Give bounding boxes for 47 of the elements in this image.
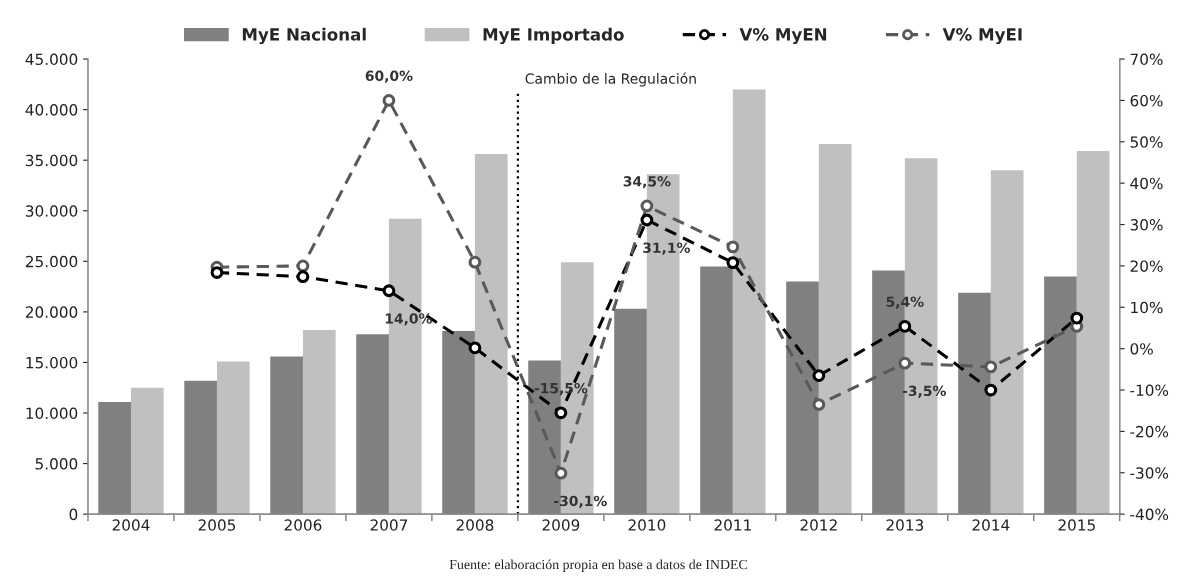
- y-tick-label: 45.000: [25, 53, 78, 66]
- x-tick-label: 2009: [542, 519, 580, 531]
- source-note: Fuente: elaboración propia en base a datos de INDEC: [449, 559, 747, 573]
- x-tick-label: 2013: [886, 519, 924, 531]
- x-tick-label: 2012: [800, 519, 837, 531]
- y2-tick-label: 0%: [1130, 343, 1153, 355]
- x-tick-label: 2006: [284, 519, 322, 531]
- data-label: 34,5%: [623, 176, 671, 189]
- y-tick-label: 15.000: [26, 356, 78, 369]
- y2-tick-label: -10%: [1130, 384, 1169, 397]
- x-tick-label: 2011: [714, 519, 751, 531]
- x-tick-label: 2014: [972, 519, 1010, 531]
- data-label: -3,5%: [902, 385, 946, 398]
- y-tick-label: 10.000: [26, 407, 78, 420]
- y2-tick-label: 30%: [1130, 219, 1163, 231]
- y-tick-label: 40.000: [25, 104, 78, 116]
- legend-label: V% MyEN: [739, 28, 827, 45]
- y-tick-label: 0: [69, 508, 78, 521]
- x-tick-label: 2007: [370, 519, 408, 531]
- y2-tick-label: 50%: [1130, 136, 1163, 148]
- data-label: 60,0%: [365, 70, 413, 83]
- x-tick-label: 2010: [628, 519, 666, 531]
- y2-tick-label: 40%: [1130, 177, 1163, 190]
- annotation: Cambio de la Regulación: [525, 72, 696, 87]
- y2-tick-label: -30%: [1130, 467, 1169, 479]
- data-label: 31,1%: [643, 242, 690, 255]
- y2-tick-label: 10%: [1131, 301, 1163, 314]
- data-label: 14,0%: [385, 313, 433, 326]
- y-tick-label: 5.000: [35, 458, 78, 470]
- data-label: -30,1%: [554, 495, 607, 508]
- data-label: 5,4%: [886, 296, 924, 309]
- legend-label: MyE Importado: [483, 27, 624, 45]
- y2-tick-label: 20%: [1130, 260, 1163, 272]
- legend-label: MyE Nacional: [242, 27, 366, 45]
- y2-tick-label: 60%: [1130, 94, 1163, 107]
- y2-tick-label: -40%: [1130, 508, 1169, 521]
- y-tick-label: 30.000: [25, 205, 78, 217]
- y-tick-label: 25.000: [25, 255, 78, 268]
- legend-label: V% MyEI: [942, 28, 1022, 45]
- y2-tick-label: 70%: [1130, 53, 1163, 66]
- x-tick-label: 2005: [198, 519, 236, 531]
- y2-tick-label: -20%: [1130, 425, 1169, 438]
- y-tick-label: 35.000: [25, 154, 78, 167]
- y-tick-label: 20.000: [25, 306, 78, 318]
- x-tick-label: 2008: [456, 519, 494, 531]
- x-tick-label: 2015: [1058, 519, 1095, 531]
- x-tick-label: 2004: [112, 519, 150, 531]
